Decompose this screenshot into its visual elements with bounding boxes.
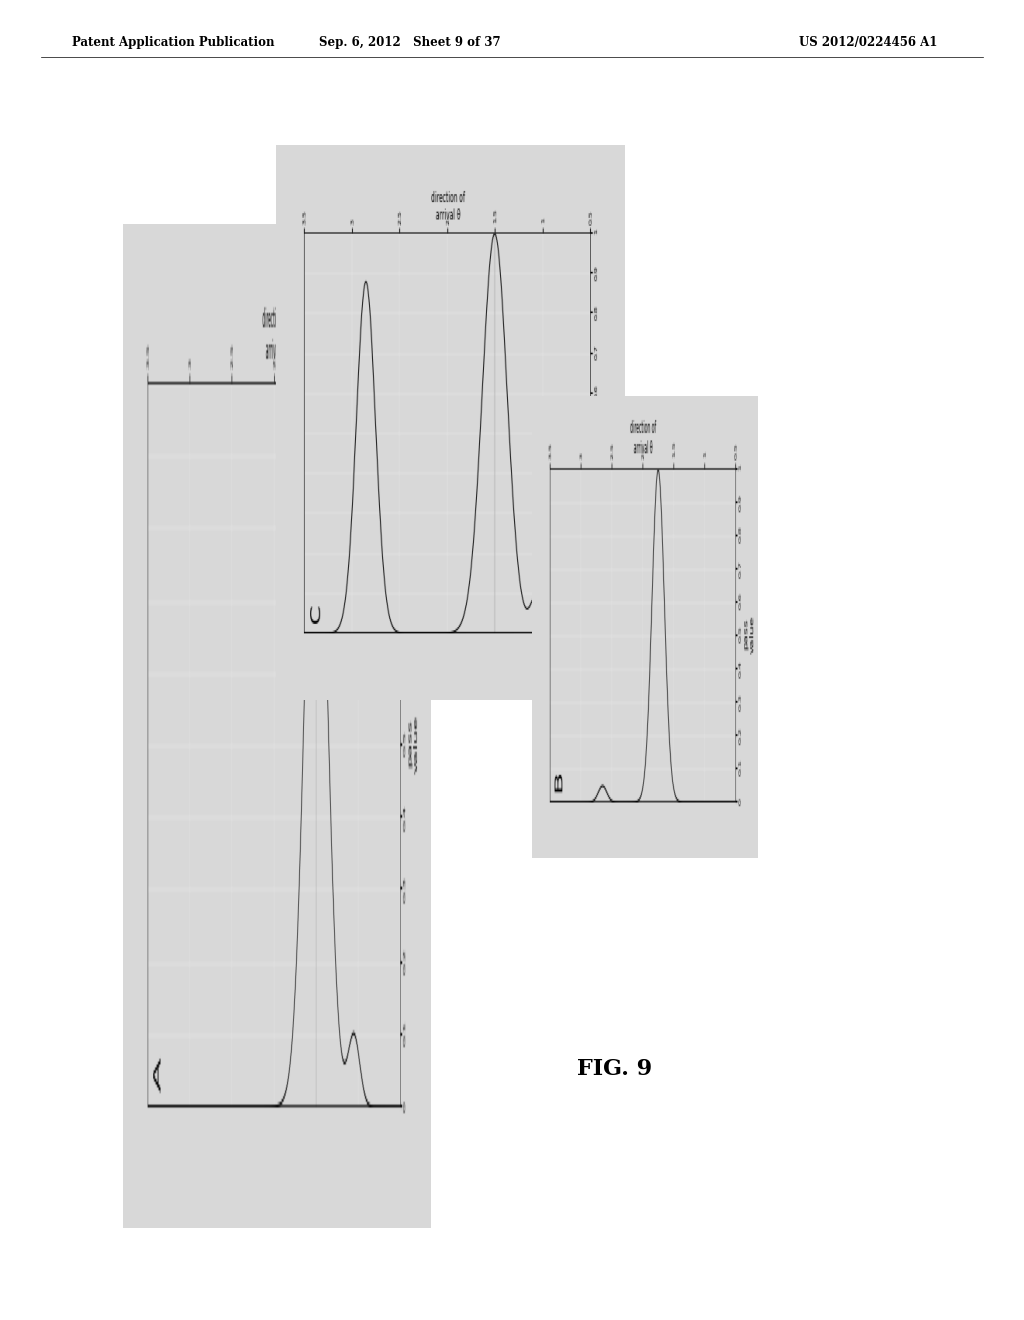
Text: FIG. 9: FIG. 9 — [577, 1059, 652, 1080]
Text: Patent Application Publication: Patent Application Publication — [72, 36, 274, 49]
Text: Sep. 6, 2012   Sheet 9 of 37: Sep. 6, 2012 Sheet 9 of 37 — [318, 36, 501, 49]
Text: US 2012/0224456 A1: US 2012/0224456 A1 — [799, 36, 937, 49]
